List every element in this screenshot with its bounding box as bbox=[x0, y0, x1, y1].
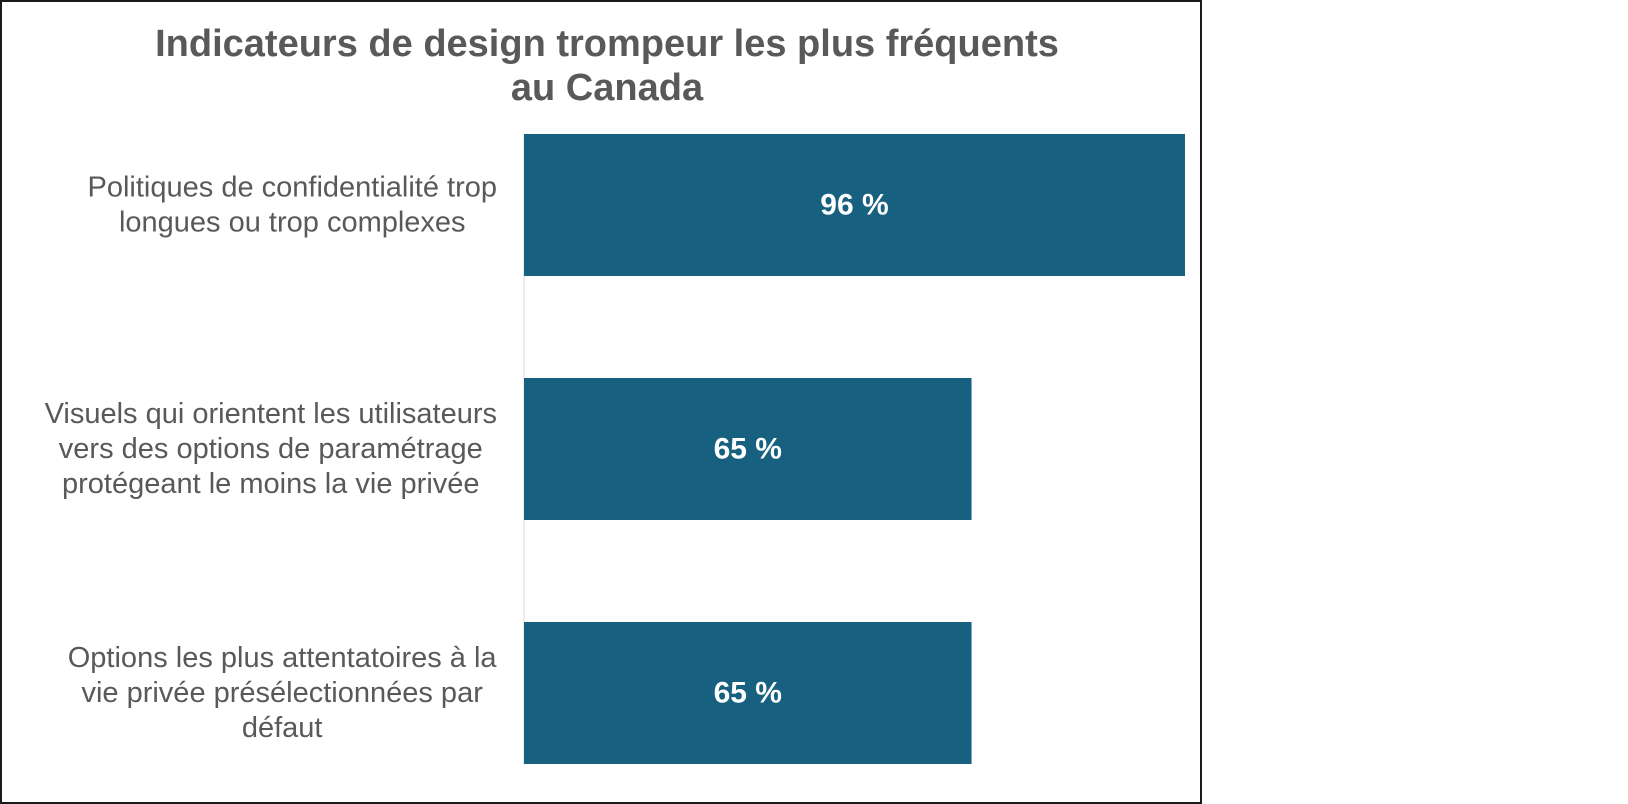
bar-2 bbox=[524, 378, 972, 520]
category-label-line: longues ou trop complexes bbox=[119, 207, 466, 239]
chart-title: Indicateurs de design trompeur les plus … bbox=[0, 22, 1214, 110]
category-label-3: Options les plus attentatoires à la vie p… bbox=[68, 642, 498, 744]
bar-3 bbox=[524, 622, 972, 764]
data-label-3: 65 % bbox=[714, 677, 782, 710]
category-label-line: vie privée présélectionnées par bbox=[81, 677, 483, 709]
chart-title-line-2: au Canada bbox=[510, 67, 704, 109]
category-label-2: Visuels qui orientent les utilisateurs ve… bbox=[45, 398, 497, 500]
category-label-1: Politiques de confidentialité trop longue… bbox=[88, 172, 497, 239]
category-label-line: Politiques de confidentialité trop bbox=[88, 172, 497, 204]
category-label-line: Visuels qui orientent les utilisateurs bbox=[45, 398, 497, 430]
bar-1 bbox=[524, 134, 1185, 276]
data-label-2: 65 % bbox=[714, 433, 782, 466]
category-label-line: défaut bbox=[242, 712, 323, 744]
category-label-line: protégeant le moins la vie privée bbox=[62, 468, 480, 500]
category-label-line: Options les plus attentatoires à la bbox=[68, 642, 498, 674]
data-label-1: 96 % bbox=[820, 189, 888, 222]
chart-title-line-1: Indicateurs de design trompeur les plus … bbox=[155, 23, 1059, 65]
category-label-line: vers des options de paramétrage bbox=[59, 433, 483, 465]
